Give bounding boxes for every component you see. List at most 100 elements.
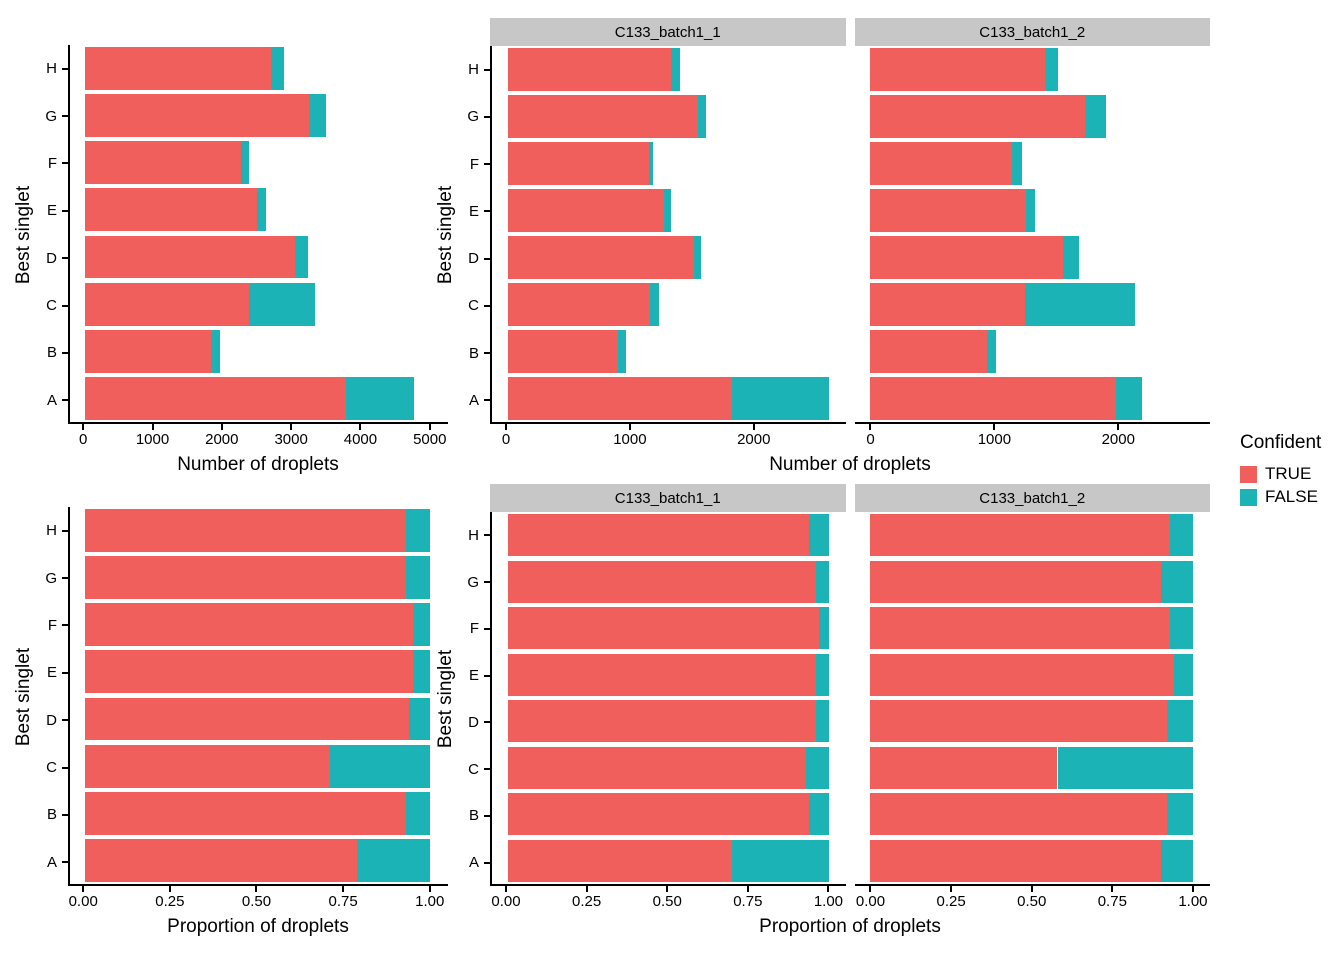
- bar-band: [70, 92, 448, 139]
- bar-segment-false: [357, 838, 430, 882]
- bar-band: [855, 512, 1211, 559]
- bar-segment-true: [507, 377, 733, 420]
- y-axis-labels: H G F E D C B A: [36, 45, 68, 424]
- bar-segment-true: [870, 95, 1085, 138]
- y-tick-mark: [62, 351, 68, 354]
- category-label: E: [46, 664, 57, 682]
- facet-row: C133_batch1_1 C133_batch1_2: [490, 484, 1210, 886]
- category-label: D: [468, 713, 479, 731]
- bar-band: [855, 234, 1211, 281]
- x-tick-label: 0.50: [1017, 893, 1047, 910]
- bar-segment-true: [507, 330, 618, 373]
- y-tick-mark: [62, 766, 68, 769]
- bar-segment-true: [507, 48, 671, 91]
- bar-segment-false: [210, 329, 220, 373]
- bar-segment-true: [85, 94, 309, 138]
- facet: C133_batch1_1: [490, 18, 846, 424]
- y-axis: Best singlet H G F E D C B A: [434, 18, 490, 480]
- bar-segment-false: [345, 376, 414, 420]
- category-label: F: [47, 154, 57, 172]
- bar-band: [492, 745, 846, 792]
- category-label: E: [468, 202, 479, 220]
- facet-row: C133_batch1_1 C133_batch1_2: [490, 18, 1210, 424]
- bar-segment-true: [85, 603, 413, 647]
- x-tick-area: 0.00 0.25 0.50 0.75 1.00: [855, 886, 1211, 912]
- bar-segment-false: [809, 793, 829, 836]
- bar-segment-false: [409, 697, 430, 741]
- y-tick-mark: [484, 861, 490, 864]
- y-tick-mark: [484, 768, 490, 771]
- category-label: E: [46, 202, 57, 220]
- bar-segment-true: [870, 283, 1025, 326]
- bar-segment-true: [85, 376, 346, 420]
- bar-segment-false: [1116, 377, 1143, 420]
- y-tick-mark: [484, 352, 490, 355]
- bar-segment-false: [1024, 283, 1135, 326]
- category-label: F: [469, 155, 479, 173]
- y-tick-mark: [484, 814, 490, 817]
- bar-segment-true: [507, 142, 649, 185]
- bar-segment-false: [1160, 839, 1193, 882]
- bar-band: [70, 743, 448, 790]
- x-tick-mark: [950, 886, 953, 892]
- x-tick-mark: [82, 424, 85, 430]
- y-tick-mark: [62, 624, 68, 627]
- legend: Confident TRUE FALSE: [1240, 432, 1321, 510]
- facet: [68, 507, 448, 886]
- y-tick-mark: [62, 861, 68, 864]
- y-tick-mark: [484, 115, 490, 118]
- y-axis-band: B: [458, 330, 490, 377]
- y-tick-mark: [484, 257, 490, 260]
- bar-segment-true: [85, 282, 250, 326]
- x-tick-mark: [1030, 886, 1033, 892]
- bar-segment-false: [815, 560, 829, 603]
- category-label: B: [46, 806, 57, 824]
- bar-segment-true: [507, 95, 698, 138]
- y-tick-mark: [62, 813, 68, 816]
- bar-segment-false: [1167, 700, 1193, 743]
- facet-row: [68, 507, 448, 886]
- y-tick-mark: [484, 581, 490, 584]
- x-ticks-row: 0.00 0.25 0.50 0.75 1.00 0.00 0.25 0.50 0.75 1.00: [490, 886, 1210, 912]
- x-tick-label: 0.25: [571, 893, 602, 910]
- bar-segment-false: [295, 235, 308, 279]
- bar-band: [855, 745, 1211, 792]
- x-tick-mark: [290, 424, 293, 430]
- bar-segment-true: [870, 607, 1171, 650]
- bar-segment-true: [85, 141, 241, 185]
- category-label: H: [46, 60, 57, 78]
- bar-band: [492, 281, 846, 328]
- bar-segment-true: [507, 839, 733, 882]
- bar-segment-false: [1160, 560, 1193, 603]
- bar-segment-true: [870, 377, 1117, 420]
- bar-segment-true: [870, 653, 1174, 696]
- x-ticks-row: 0.00 0.25 0.50 0.75 1.00: [68, 886, 448, 912]
- bar-segment-false: [617, 330, 626, 373]
- y-axis-title: Best singlet: [434, 46, 458, 424]
- category-label: C: [468, 760, 479, 778]
- y-axis-band: G: [458, 93, 490, 140]
- bar-segment-true: [507, 746, 807, 789]
- y-axis-band: G: [458, 559, 490, 606]
- bar-segment-true: [507, 607, 819, 650]
- category-label: G: [45, 107, 57, 125]
- bar-band: [492, 234, 846, 281]
- legend-item: TRUE: [1240, 464, 1321, 484]
- bar-band: [492, 559, 846, 606]
- bar-band: [70, 790, 448, 837]
- y-axis-title-text: Best singlet: [435, 649, 456, 749]
- y-tick-mark: [62, 671, 68, 674]
- bar-segment-false: [1170, 514, 1193, 557]
- x-tick-label: 0.00: [855, 893, 886, 910]
- y-axis-title-text: Best singlet: [435, 185, 456, 285]
- panel: [490, 512, 846, 886]
- category-label: D: [468, 250, 479, 268]
- bar-band: [70, 837, 448, 884]
- panel: [490, 46, 846, 424]
- plot-counts-overall: Best singlet H G F E D C B A 0 1000 2000 3000 4000 500…: [12, 45, 448, 480]
- bar-segment-true: [870, 514, 1171, 557]
- y-tick-mark: [62, 257, 68, 260]
- bar-band: [855, 652, 1211, 699]
- x-tick-label: 1000: [977, 431, 1012, 448]
- bar-segment-false: [308, 94, 327, 138]
